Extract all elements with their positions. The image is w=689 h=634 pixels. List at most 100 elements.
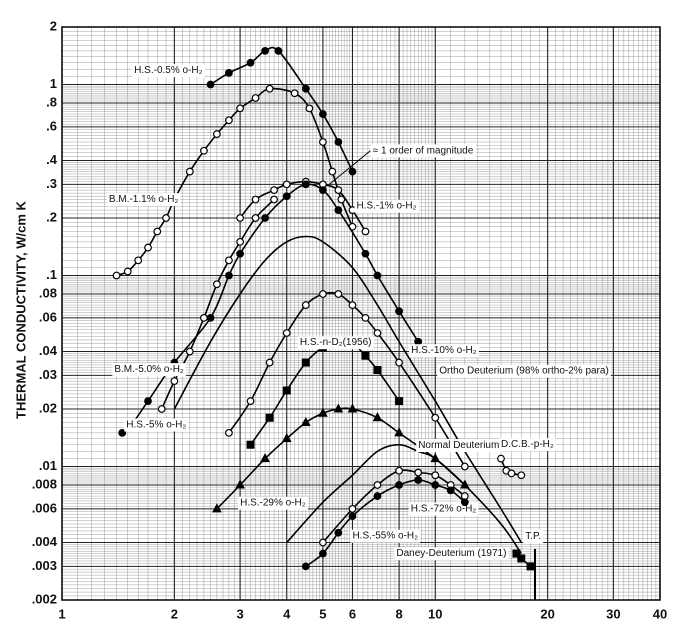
series-label: Ortho Deuterium (98% ortho-2% para): [439, 366, 609, 377]
series-label-bg: [409, 344, 479, 358]
data-point: [134, 256, 143, 265]
series-line: [305, 479, 466, 568]
y-tick-label: .8: [46, 94, 57, 109]
data-point: [318, 407, 328, 417]
data-point: [319, 138, 327, 146]
data-point: [236, 237, 244, 246]
data-point: [497, 454, 505, 463]
series-label: H.S.-n-D₂(1956): [300, 337, 372, 348]
data-point: [225, 428, 233, 437]
series-label-bg: [297, 336, 374, 350]
data-point: [460, 462, 469, 471]
series-label: B.M.-1.1% o-H₂: [109, 194, 179, 205]
x-tick-label: 5: [319, 606, 326, 621]
data-point: [301, 301, 310, 309]
data-point: [290, 89, 299, 98]
annotation: ≈ 1 order of magnitude: [373, 145, 474, 156]
data-point: [261, 214, 269, 222]
data-point: [246, 440, 255, 449]
data-point: [282, 329, 291, 337]
y-tick-label: .06: [39, 309, 57, 324]
data-point: [414, 476, 423, 484]
series-label-bg: [238, 496, 308, 510]
data-point: [373, 481, 382, 489]
data-point: [334, 290, 343, 298]
y-tick-label: .003: [32, 558, 57, 573]
y-tick-label: 1: [50, 76, 57, 91]
y-tick-label: .004: [32, 534, 58, 549]
series-label: H.S.-1% o-H₂: [356, 201, 416, 212]
data-point: [395, 397, 404, 406]
x-tick-label: 40: [653, 606, 667, 621]
x-tick-label: 1: [58, 606, 65, 621]
data-point: [334, 138, 343, 146]
data-point: [225, 69, 233, 77]
annotation-bg: [523, 530, 544, 544]
data-point: [305, 104, 314, 113]
data-point: [212, 280, 221, 289]
data-point: [348, 301, 357, 309]
data-point: [333, 403, 344, 413]
data-point: [235, 479, 245, 489]
data-point: [282, 192, 291, 201]
data-point: [157, 405, 166, 413]
y-tick-label: .02: [39, 400, 57, 415]
y-tick-label: .008: [32, 476, 57, 491]
series-label-bg: [124, 418, 189, 432]
data-point: [337, 195, 346, 204]
x-tick-label: 20: [540, 606, 554, 621]
data-point: [319, 549, 327, 558]
series-label: D.C.B.-p-H₂: [501, 439, 554, 450]
series-label: Daney-Deuterium (1971): [396, 548, 506, 559]
data-point: [431, 481, 440, 489]
data-point: [236, 214, 244, 222]
data-point: [251, 94, 260, 102]
data-point: [319, 290, 327, 298]
series-label-bg: [416, 439, 502, 453]
series-label-bg: [408, 502, 479, 516]
data-point: [373, 366, 382, 375]
data-point: [185, 167, 194, 176]
series-label: H.S.-72% o-H₂: [411, 504, 477, 515]
data-point: [251, 195, 260, 204]
data-point: [274, 46, 283, 55]
y-tick-label: .1: [46, 267, 57, 282]
data-point: [265, 358, 274, 367]
x-tick-label: 8: [395, 606, 402, 621]
data-point: [517, 554, 526, 563]
data-point: [334, 206, 343, 214]
series-label-bg: [106, 193, 181, 207]
series-label-bg: [112, 363, 186, 377]
data-point: [361, 313, 370, 322]
data-point: [319, 538, 327, 547]
data-point: [144, 397, 152, 405]
y-tick-label: 2: [50, 18, 57, 33]
y-tick-label: .2: [46, 209, 57, 224]
data-point: [319, 110, 327, 118]
data-point: [282, 180, 291, 189]
data-point: [265, 84, 274, 93]
data-point: [236, 104, 244, 113]
data-point: [185, 347, 194, 356]
series-label: B.M.-5.0% o-H₂: [114, 364, 184, 375]
series-label: H.S.-10% o-H₂: [411, 345, 477, 356]
data-point: [373, 329, 382, 337]
data-point: [265, 413, 274, 422]
data-point: [460, 498, 469, 507]
data-point: [373, 492, 382, 500]
x-tick-label: 4: [283, 606, 291, 621]
series-label-bg: [437, 364, 611, 378]
data-point: [170, 377, 179, 385]
y-tick-label: .04: [39, 343, 58, 358]
series-label-bg: [132, 64, 205, 78]
data-point: [200, 146, 208, 155]
data-point: [373, 271, 382, 280]
x-tick-label: 30: [606, 606, 620, 621]
data-point: [526, 562, 535, 571]
data-point: [225, 116, 233, 125]
data-point: [212, 503, 222, 513]
data-point: [206, 313, 215, 322]
y-tick-label: .006: [32, 500, 57, 515]
data-point: [507, 469, 516, 478]
